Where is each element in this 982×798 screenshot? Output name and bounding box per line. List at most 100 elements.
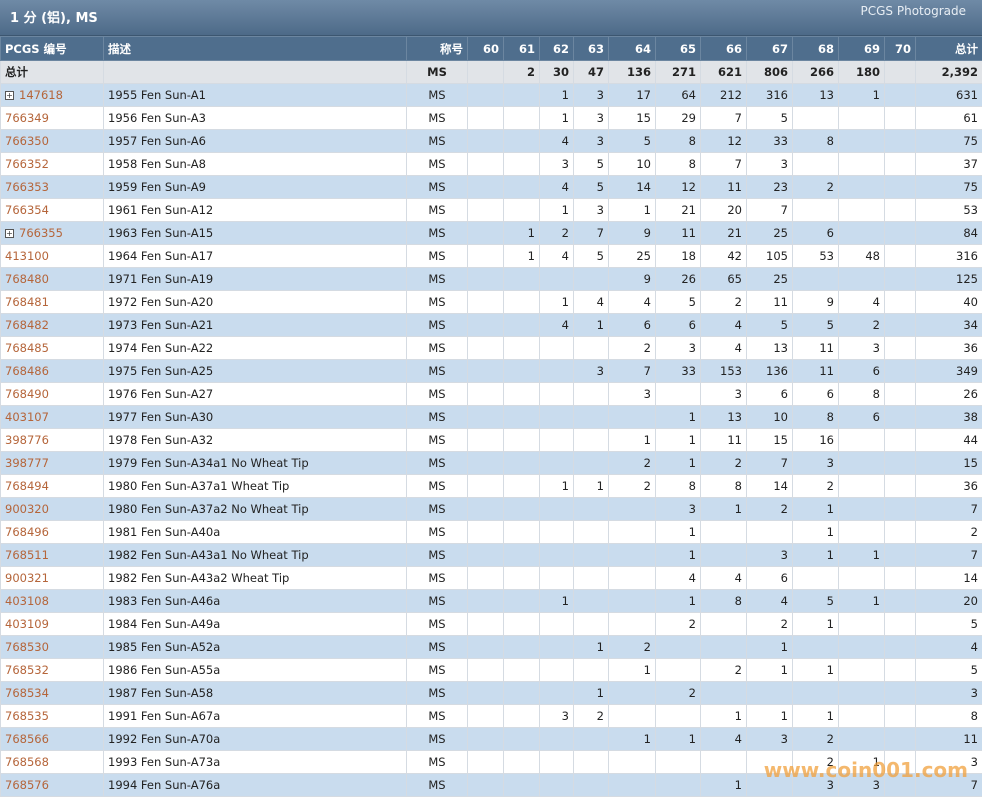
cell: 2	[573, 704, 609, 728]
cell: 总计	[0, 60, 104, 84]
cell: 768535	[0, 704, 104, 728]
pcgs-link[interactable]: 768480	[5, 272, 49, 286]
column-header: 68	[792, 36, 839, 61]
coin-row: 766350 1957 Fen Sun-A6 MS 4 3 5 8 12 33 8 75	[0, 129, 982, 153]
cell: MS	[406, 727, 468, 751]
cell	[539, 543, 574, 567]
cell: 84	[915, 221, 982, 245]
cell: 11	[700, 428, 747, 452]
pcgs-link[interactable]: 403109	[5, 617, 49, 631]
cell: 3	[838, 336, 885, 360]
cell: 6	[792, 221, 839, 245]
cell: 403108	[0, 589, 104, 613]
cell: 64	[655, 83, 701, 107]
cell	[838, 704, 885, 728]
pcgs-link[interactable]: 768496	[5, 525, 49, 539]
pcgs-link[interactable]: 398776	[5, 433, 49, 447]
cell: 13	[700, 405, 747, 429]
cell: 17	[608, 83, 656, 107]
pcgs-link[interactable]: 768568	[5, 755, 49, 769]
cell	[467, 543, 504, 567]
pcgs-link[interactable]: 768482	[5, 318, 49, 332]
cell: 1	[792, 520, 839, 544]
cell: MS	[406, 566, 468, 590]
cell: 1	[539, 198, 574, 222]
cell: 5	[573, 244, 609, 268]
pcgs-link[interactable]: 768490	[5, 387, 49, 401]
cell: 1976 Fen Sun-A27	[103, 382, 407, 406]
coin-row: 768494 1980 Fen Sun-A37a1 Wheat Tip MS 1 1 2 8…	[0, 474, 982, 498]
cell: MS	[406, 635, 468, 659]
photograde-link[interactable]: PCGS Photograde	[860, 4, 966, 18]
coin-row: 768486 1975 Fen Sun-A25 MS 3 7 33 153 136 11 6 349	[0, 359, 982, 383]
cell	[884, 106, 916, 130]
pcgs-link[interactable]: 768486	[5, 364, 49, 378]
title: 1 分 (铝), MS	[10, 11, 98, 26]
cell: 4	[700, 566, 747, 590]
cell	[503, 727, 540, 751]
pcgs-link[interactable]: 413100	[5, 249, 49, 263]
cell: 7	[700, 106, 747, 130]
cell	[467, 727, 504, 751]
pcgs-link[interactable]: 766355	[19, 226, 63, 240]
pcgs-link[interactable]: 768534	[5, 686, 49, 700]
cell: 53	[792, 244, 839, 268]
pcgs-link[interactable]: 768532	[5, 663, 49, 677]
pcgs-link[interactable]: 768530	[5, 640, 49, 654]
cell	[503, 405, 540, 429]
coin-row: 768576 1994 Fen Sun-A76a MS 1 3 3 7	[0, 773, 982, 797]
coin-row: 768535 1991 Fen Sun-A67a MS 3 2 1 1 1 8	[0, 704, 982, 728]
cell: 1994 Fen Sun-A76a	[103, 773, 407, 797]
pcgs-link[interactable]: 768481	[5, 295, 49, 309]
cell: MS	[406, 382, 468, 406]
cell: 11	[792, 336, 839, 360]
pcgs-link[interactable]: 768535	[5, 709, 49, 723]
cell: 3	[608, 382, 656, 406]
cell	[467, 681, 504, 705]
pcgs-link[interactable]: 766354	[5, 203, 49, 217]
cell	[608, 589, 656, 613]
pcgs-link[interactable]: 900321	[5, 571, 49, 585]
cell: 2	[655, 612, 701, 636]
pcgs-link[interactable]: 147618	[19, 88, 63, 102]
cell: 413100	[0, 244, 104, 268]
pcgs-link[interactable]: 766349	[5, 111, 49, 125]
cell: 1	[655, 451, 701, 475]
cell	[539, 520, 574, 544]
cell: MS	[406, 543, 468, 567]
cell	[838, 221, 885, 245]
cell: 11	[655, 221, 701, 245]
cell	[573, 589, 609, 613]
pcgs-link[interactable]: 766350	[5, 134, 49, 148]
cell: 1992 Fen Sun-A70a	[103, 727, 407, 751]
cell: 7	[573, 221, 609, 245]
cell: 1	[746, 704, 793, 728]
pcgs-link[interactable]: 768566	[5, 732, 49, 746]
pcgs-link[interactable]: 766353	[5, 180, 49, 194]
expand-toggle[interactable]: +	[5, 229, 14, 238]
pcgs-link[interactable]: 398777	[5, 456, 49, 470]
cell: 1	[655, 543, 701, 567]
cell	[467, 336, 504, 360]
cell: 2	[838, 313, 885, 337]
cell: 1	[746, 658, 793, 682]
cell: 14	[608, 175, 656, 199]
pcgs-link[interactable]: 768494	[5, 479, 49, 493]
coin-row: 766353 1959 Fen Sun-A9 MS 4 5 14 12 11 23 2 75	[0, 175, 982, 199]
pcgs-link[interactable]: 768576	[5, 778, 49, 792]
pcgs-link[interactable]: 403108	[5, 594, 49, 608]
coin-row: 403108 1983 Fen Sun-A46a MS 1 1 8 4 5 1 20	[0, 589, 982, 613]
cell: 2	[746, 497, 793, 521]
pcgs-link[interactable]: 768485	[5, 341, 49, 355]
pcgs-link[interactable]: 766352	[5, 157, 49, 171]
cell: 21	[655, 198, 701, 222]
pcgs-link[interactable]: 403107	[5, 410, 49, 424]
expand-toggle[interactable]: +	[5, 91, 14, 100]
cell: 3	[838, 773, 885, 797]
cell	[884, 405, 916, 429]
cell	[573, 750, 609, 774]
pcgs-link[interactable]: 768511	[5, 548, 49, 562]
pcgs-link[interactable]: 900320	[5, 502, 49, 516]
cell	[539, 658, 574, 682]
cell: 4	[608, 290, 656, 314]
